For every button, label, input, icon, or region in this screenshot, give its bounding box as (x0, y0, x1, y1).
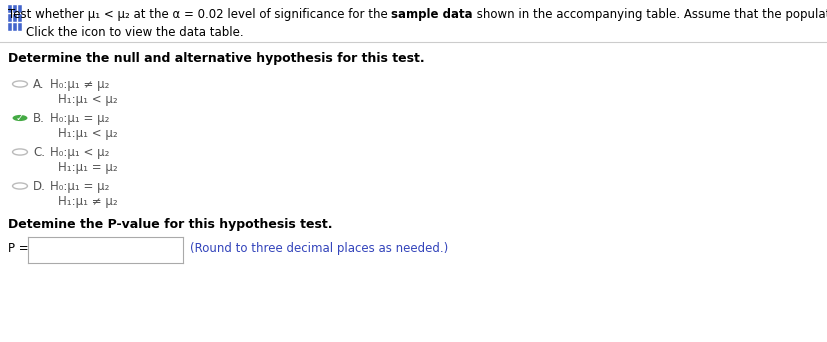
FancyBboxPatch shape (13, 5, 17, 13)
Text: (Round to three decimal places as needed.): (Round to three decimal places as needed… (189, 242, 447, 255)
Text: ✓: ✓ (16, 113, 24, 123)
Text: Detemine the P-value for this hypothesis test.: Detemine the P-value for this hypothesis… (8, 218, 332, 231)
Text: Determine the null and alternative hypothesis for this test.: Determine the null and alternative hypot… (8, 52, 424, 65)
Text: C.: C. (33, 146, 45, 159)
FancyBboxPatch shape (8, 5, 12, 13)
Text: shown in the accompanying table. Assume that the populations are normally distri: shown in the accompanying table. Assume … (472, 8, 827, 21)
Text: H₁:μ₁ ≠ μ₂: H₁:μ₁ ≠ μ₂ (58, 195, 117, 208)
Text: B.: B. (33, 112, 45, 125)
Text: Click the icon to view the data table.: Click the icon to view the data table. (26, 26, 243, 39)
Text: sample data: sample data (391, 8, 472, 21)
FancyBboxPatch shape (17, 14, 22, 22)
Text: H₀:μ₁ ≠ μ₂: H₀:μ₁ ≠ μ₂ (50, 78, 109, 91)
FancyBboxPatch shape (8, 23, 12, 31)
FancyBboxPatch shape (13, 14, 17, 22)
Text: H₀:μ₁ = μ₂: H₀:μ₁ = μ₂ (50, 112, 109, 125)
Text: H₁:μ₁ < μ₂: H₁:μ₁ < μ₂ (58, 93, 117, 106)
Text: Test whether μ₁ < μ₂ at the α = 0.02 level of significance for the: Test whether μ₁ < μ₂ at the α = 0.02 lev… (8, 8, 391, 21)
Text: H₁:μ₁ < μ₂: H₁:μ₁ < μ₂ (58, 127, 117, 140)
Text: D.: D. (33, 180, 45, 193)
FancyBboxPatch shape (8, 14, 12, 22)
Text: A.: A. (33, 78, 45, 91)
Text: H₀:μ₁ < μ₂: H₀:μ₁ < μ₂ (50, 146, 109, 159)
FancyBboxPatch shape (13, 23, 17, 31)
FancyBboxPatch shape (17, 23, 22, 31)
Text: H₀:μ₁ = μ₂: H₀:μ₁ = μ₂ (50, 180, 109, 193)
FancyBboxPatch shape (17, 5, 22, 13)
Text: H₁:μ₁ = μ₂: H₁:μ₁ = μ₂ (58, 161, 117, 174)
Text: P =: P = (8, 242, 29, 255)
